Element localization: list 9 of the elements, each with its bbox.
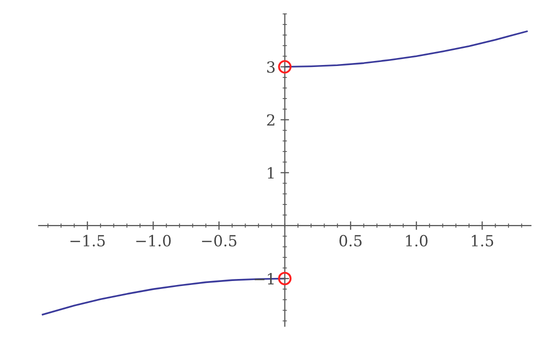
x-tick-label: −1.0 — [136, 234, 171, 246]
x-tick-label: −1.5 — [70, 234, 105, 246]
y-tick-label: 2 — [267, 114, 274, 126]
x-tick-label: 0.5 — [339, 234, 362, 246]
y-tick-label: 3 — [267, 61, 275, 73]
x-tick-label: 1.5 — [472, 234, 494, 246]
x-tick-label: 1.0 — [406, 234, 428, 246]
x-tick-label: −0.5 — [202, 234, 236, 246]
y-tick-label: 1 — [268, 167, 274, 178]
